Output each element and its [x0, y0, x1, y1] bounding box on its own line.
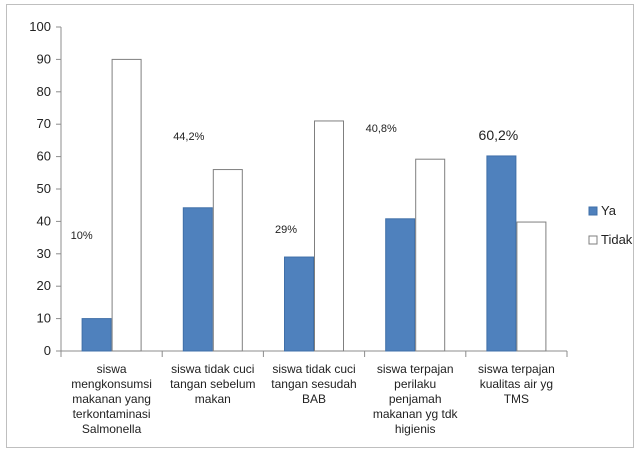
- y-tick-label: 20: [37, 278, 51, 293]
- data-label: 44,2%: [173, 131, 204, 143]
- bar-tidak-2: [212, 169, 243, 352]
- legend-label-tidak: Tidak: [601, 232, 633, 247]
- data-label: 10%: [71, 230, 93, 242]
- x-category-label: siswa tidak cuci: [272, 362, 355, 376]
- y-tick-label: 50: [37, 181, 51, 196]
- x-category-label: siswa tidak cuci: [171, 362, 254, 376]
- bar-tidak-3: [314, 120, 344, 352]
- x-category-label: tangan sebelum: [170, 377, 255, 391]
- bar-ya-1: [81, 318, 112, 352]
- y-tick-label: 100: [29, 19, 51, 34]
- x-category-label: Salmonella: [82, 422, 142, 436]
- y-tick-label: 80: [37, 84, 51, 99]
- bar-chart: 0102030405060708090100siswamengkonsumsim…: [29, 19, 633, 436]
- y-tick-label: 90: [37, 51, 51, 66]
- y-tick-label: 30: [37, 246, 51, 261]
- data-label: 60,2%: [479, 127, 519, 143]
- x-category-label: siswa terpajan: [478, 362, 555, 376]
- data-label: 40,8%: [366, 123, 397, 135]
- bar-ya-4: [385, 218, 416, 352]
- bar-ya-3: [284, 256, 314, 352]
- bar-tidak-5: [516, 221, 547, 352]
- x-category-label: mengkonsumsi: [71, 377, 152, 391]
- x-category-label: makan: [195, 392, 231, 406]
- bar-tidak-4: [415, 158, 446, 352]
- x-category-label: terkontaminasi: [73, 407, 151, 421]
- bar-tidak-1: [111, 58, 142, 352]
- legend-label-ya: Ya: [601, 203, 617, 218]
- legend-swatch-tidak: [588, 235, 598, 245]
- x-category-label: TMS: [504, 392, 529, 406]
- bar-ya-2: [182, 207, 213, 352]
- x-category-label: BAB: [302, 392, 326, 406]
- y-tick-label: 40: [37, 213, 51, 228]
- x-category-label: makanan yg tdk: [373, 407, 459, 421]
- y-tick-label: 0: [44, 343, 51, 358]
- y-tick-label: 60: [37, 149, 51, 164]
- bar-ya-5: [486, 155, 517, 352]
- x-category-label: perilaku: [394, 377, 436, 391]
- x-category-label: higienis: [395, 422, 436, 436]
- x-category-label: siswa terpajan: [377, 362, 454, 376]
- x-category-label: kualitas air yg: [480, 377, 553, 391]
- y-tick-label: 10: [37, 311, 51, 326]
- x-category-label: makanan yang: [72, 392, 151, 406]
- x-category-label: tangan sesudah: [271, 377, 356, 391]
- x-category-label: penjamah: [389, 392, 442, 406]
- data-label: 29%: [275, 224, 297, 236]
- legend-swatch-ya: [588, 206, 598, 216]
- x-category-label: siswa: [97, 362, 127, 376]
- y-tick-label: 70: [37, 116, 51, 131]
- chart-frame: 0 10 20 30 40 50 60 70 80 90 100 siswa mengkonsumsi m…: [6, 4, 634, 448]
